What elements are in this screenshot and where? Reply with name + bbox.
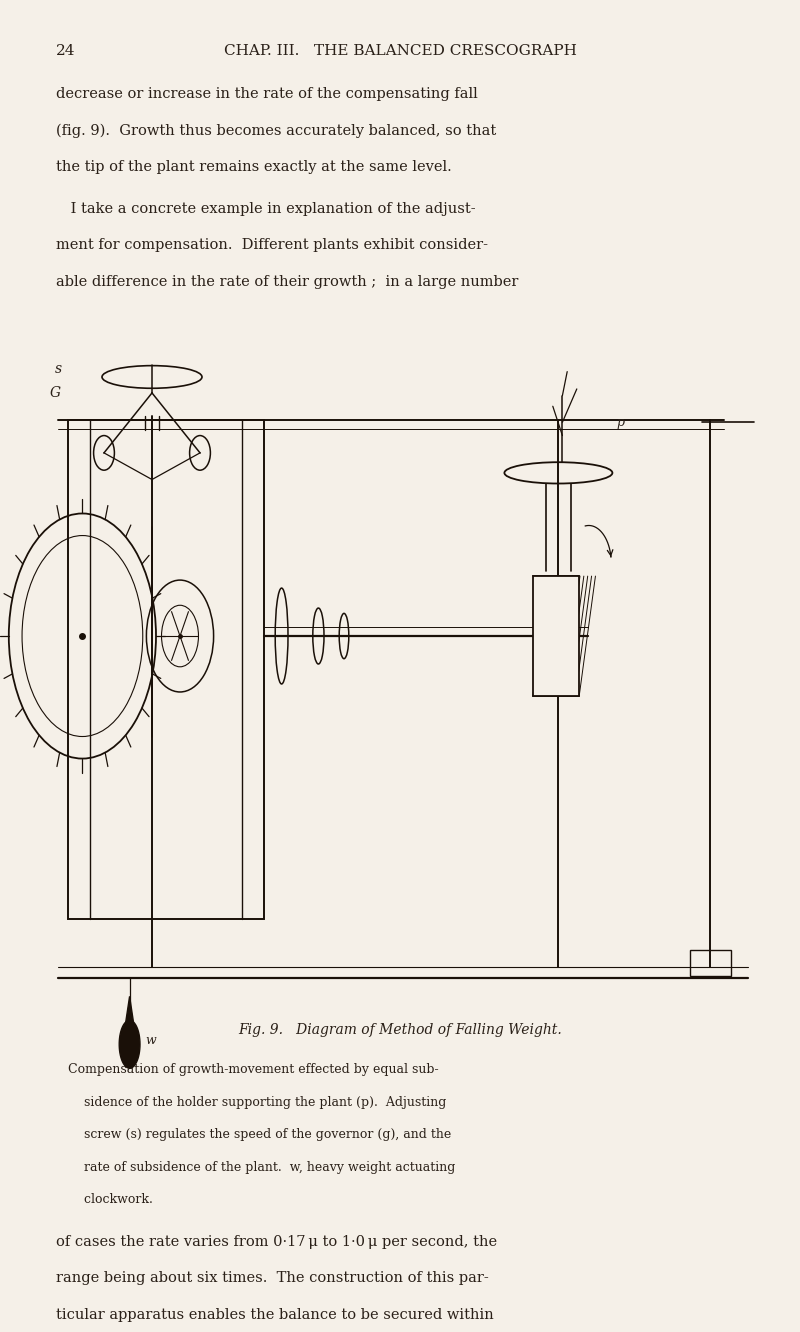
- Text: 24: 24: [56, 44, 75, 59]
- Text: G: G: [50, 386, 61, 400]
- Text: of cases the rate varies from 0·17 μ to 1·0 μ per second, the: of cases the rate varies from 0·17 μ to …: [56, 1235, 497, 1249]
- Polygon shape: [119, 1020, 140, 1068]
- Text: ment for compensation.  Different plants exhibit consider-: ment for compensation. Different plants …: [56, 238, 488, 253]
- Bar: [68, 420, 264, 919]
- Polygon shape: [126, 996, 134, 1023]
- Text: (fig. 9).  Growth thus becomes accurately balanced, so that: (fig. 9). Growth thus becomes accurately…: [56, 123, 496, 137]
- Text: I take a concrete example in explanation of the adjust-: I take a concrete example in explanation…: [56, 201, 476, 216]
- Text: p: p: [616, 416, 624, 429]
- Text: Compensation of growth-movement effected by equal sub-: Compensation of growth-movement effected…: [68, 1063, 438, 1076]
- Text: rate of subsidence of the plant.  w, heavy weight actuating: rate of subsidence of the plant. w, heav…: [68, 1160, 455, 1173]
- Text: ticular apparatus enables the balance to be secured within: ticular apparatus enables the balance to…: [56, 1308, 494, 1323]
- Text: sidence of the holder supporting the plant (p).  Adjusting: sidence of the holder supporting the pla…: [68, 1095, 446, 1108]
- Text: the tip of the plant remains exactly at the same level.: the tip of the plant remains exactly at …: [56, 160, 452, 174]
- Circle shape: [190, 436, 210, 470]
- Text: decrease or increase in the rate of the compensating fall: decrease or increase in the rate of the …: [56, 87, 478, 101]
- Text: screw (s) regulates the speed of the governor (g), and the: screw (s) regulates the speed of the gov…: [68, 1128, 451, 1142]
- Circle shape: [94, 436, 114, 470]
- Text: s: s: [54, 362, 62, 376]
- Ellipse shape: [275, 587, 288, 685]
- Text: CHAP. III.   THE BALANCED CRESCOGRAPH: CHAP. III. THE BALANCED CRESCOGRAPH: [223, 44, 577, 59]
- Text: w: w: [146, 1034, 156, 1047]
- Text: clockwork.: clockwork.: [68, 1193, 153, 1207]
- Ellipse shape: [339, 613, 349, 658]
- Text: Fig. 9.   Diagram of Method of Falling Weight.: Fig. 9. Diagram of Method of Falling Wei…: [238, 1023, 562, 1038]
- Text: able difference in the rate of their growth ;  in a large number: able difference in the rate of their gro…: [56, 274, 518, 289]
- Text: range being about six times.  The construction of this par-: range being about six times. The constru…: [56, 1271, 489, 1285]
- Bar: [690, 950, 731, 976]
- Ellipse shape: [313, 607, 324, 663]
- Ellipse shape: [102, 365, 202, 389]
- Bar: [533, 575, 579, 695]
- Ellipse shape: [504, 462, 613, 484]
